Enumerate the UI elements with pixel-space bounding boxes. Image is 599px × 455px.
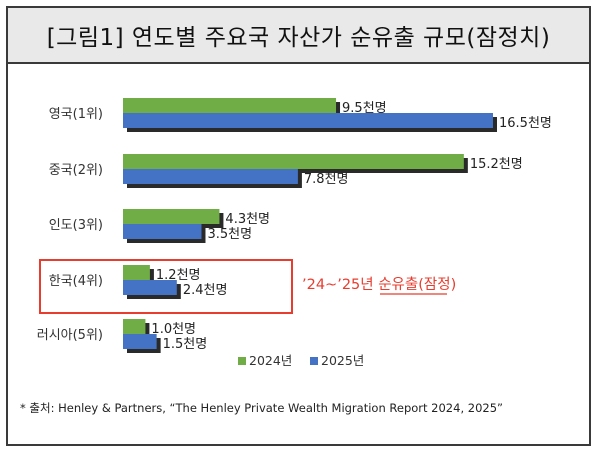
chart-title: [그림1] 연도별 주요국 자산가 순유출 규모(잠정치) [46,25,551,51]
category-label: 러시아(5위) [37,328,103,343]
legend-swatch [310,357,318,365]
bar-2025 [123,169,298,184]
bar-2025 [123,113,493,128]
data-label: 9.5천명 [342,101,387,116]
data-label: 2.4천명 [183,283,228,298]
title-bar: [그림1] 연도별 주요국 자산가 순유출 규모(잠정치) [8,8,589,64]
bars-layer [123,98,497,353]
korea-highlight-box [39,259,293,314]
data-label: 15.2천명 [470,157,523,172]
category-label: 중국(2위) [49,163,103,178]
bar-2024 [123,209,220,224]
legend-swatch [238,357,246,365]
data-label: 1.2천명 [156,268,201,283]
bar-2025 [123,334,157,349]
legend-label: 2024년 [249,353,292,368]
legend-label: 2025년 [321,353,364,368]
figure-frame: [그림1] 연도별 주요국 자산가 순유출 규모(잠정치) [6,6,591,446]
source-note: * 출처: Henley & Partners, “The Henley Pri… [20,401,503,415]
bar-2024 [123,265,150,280]
bar-2024 [123,319,146,334]
annotation-text: ’24~’25년 순유출(잠정) [302,276,456,293]
data-label: 3.5천명 [207,227,252,242]
bar-2024 [123,154,464,169]
bar-2025 [123,280,177,295]
data-label: 1.0천명 [151,322,196,337]
data-label: 16.5천명 [499,116,552,131]
category-label: 한국(4위) [49,274,103,289]
data-label: 1.5천명 [163,337,208,352]
bar-2024 [123,98,337,113]
data-label: 4.3천명 [225,212,270,227]
data-label: 7.8천명 [304,172,349,187]
category-label: 영국(1위) [49,107,103,122]
bar-2025 [123,224,202,239]
legend: 2024년 2025년 [238,353,364,368]
category-label: 인도(3위) [49,218,103,233]
